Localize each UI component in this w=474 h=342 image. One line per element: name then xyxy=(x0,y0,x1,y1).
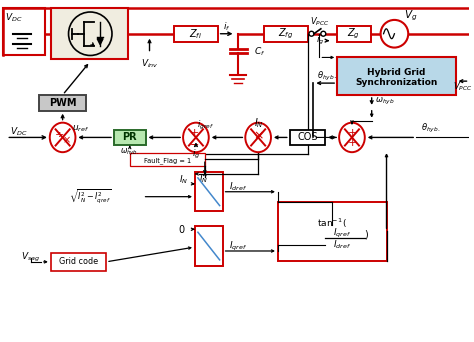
Text: COS: COS xyxy=(297,132,318,142)
Text: $-$: $-$ xyxy=(189,139,199,148)
Text: $I_N$: $I_N$ xyxy=(180,174,189,186)
FancyBboxPatch shape xyxy=(3,8,45,55)
Text: $i_g$: $i_g$ xyxy=(192,148,200,161)
Text: $i_{gref}$: $i_{gref}$ xyxy=(197,119,214,132)
Text: $\sqrt{I_N^2-I_{qref}^2}$: $\sqrt{I_N^2-I_{qref}^2}$ xyxy=(69,187,111,206)
FancyBboxPatch shape xyxy=(130,153,205,166)
Text: $V_{inv}$: $V_{inv}$ xyxy=(141,57,158,70)
FancyBboxPatch shape xyxy=(195,172,223,211)
Circle shape xyxy=(69,12,112,55)
Text: $V_{PCC}$: $V_{PCC}$ xyxy=(453,81,472,93)
Text: $I_N$: $I_N$ xyxy=(254,117,264,131)
FancyBboxPatch shape xyxy=(51,8,128,60)
Text: $\times$: $\times$ xyxy=(253,129,264,142)
FancyBboxPatch shape xyxy=(195,226,223,266)
Text: $V_{DC}$: $V_{DC}$ xyxy=(5,12,22,24)
Text: $u_{ref}$: $u_{ref}$ xyxy=(72,123,89,134)
Ellipse shape xyxy=(339,123,365,152)
Text: $V_{sag}$: $V_{sag}$ xyxy=(21,251,41,264)
Text: $i_f$: $i_f$ xyxy=(223,21,230,33)
FancyBboxPatch shape xyxy=(51,253,106,271)
Circle shape xyxy=(321,31,326,36)
Text: $+$: $+$ xyxy=(189,127,199,138)
Text: $0$: $0$ xyxy=(178,223,186,235)
Text: $I_{dref}$: $I_{dref}$ xyxy=(333,239,351,251)
Ellipse shape xyxy=(246,123,271,152)
Text: $V_{PCC}$: $V_{PCC}$ xyxy=(310,16,329,28)
Text: $I_{dref}$: $I_{dref}$ xyxy=(229,181,247,193)
Text: $V_g$: $V_g$ xyxy=(404,9,418,23)
Text: $I_{qref}$: $I_{qref}$ xyxy=(229,239,247,253)
Text: $\theta_{hyb.}$: $\theta_{hyb.}$ xyxy=(421,122,441,135)
Text: $\omega_{hyb.}$: $\omega_{hyb.}$ xyxy=(120,147,139,158)
Text: $Z_{fi}$: $Z_{fi}$ xyxy=(189,27,202,41)
Ellipse shape xyxy=(50,123,75,152)
Text: Fault_Flag = 1: Fault_Flag = 1 xyxy=(144,157,191,163)
Text: $i_g$: $i_g$ xyxy=(316,34,325,47)
Text: $I_{qref}$: $I_{qref}$ xyxy=(333,227,351,240)
Text: $I_N$: $I_N$ xyxy=(199,173,209,185)
Ellipse shape xyxy=(183,123,209,152)
FancyBboxPatch shape xyxy=(278,202,386,261)
Text: PR: PR xyxy=(122,132,137,142)
FancyBboxPatch shape xyxy=(337,57,456,95)
Circle shape xyxy=(381,20,408,48)
Text: $\div$: $\div$ xyxy=(54,130,64,140)
Text: PWM: PWM xyxy=(49,98,76,108)
Text: $Z_g$: $Z_g$ xyxy=(347,27,360,41)
FancyBboxPatch shape xyxy=(39,95,86,111)
Text: Hybrid Grid: Hybrid Grid xyxy=(367,68,426,77)
Polygon shape xyxy=(97,39,103,44)
Text: $\omega_{hyb}$: $\omega_{hyb}$ xyxy=(375,96,394,107)
FancyBboxPatch shape xyxy=(337,26,371,42)
Text: $+$: $+$ xyxy=(347,137,357,148)
Text: $C_f$: $C_f$ xyxy=(254,45,265,58)
Text: $+$: $+$ xyxy=(347,127,357,138)
Text: Grid code: Grid code xyxy=(59,257,98,266)
Text: $\times$: $\times$ xyxy=(62,135,71,146)
Text: $Z_{fg}$: $Z_{fg}$ xyxy=(278,27,293,41)
FancyBboxPatch shape xyxy=(174,26,218,42)
Text: $\tan^{-1}($: $\tan^{-1}($ xyxy=(317,216,347,230)
Circle shape xyxy=(309,31,314,36)
Text: Synchronization: Synchronization xyxy=(355,78,438,87)
Text: $)$: $)$ xyxy=(365,228,369,241)
Text: $V_{DC}$: $V_{DC}$ xyxy=(10,125,28,138)
FancyBboxPatch shape xyxy=(114,130,146,145)
Text: $\theta_{hyb}.$: $\theta_{hyb}.$ xyxy=(317,70,337,83)
FancyBboxPatch shape xyxy=(290,130,325,145)
FancyBboxPatch shape xyxy=(264,26,308,42)
